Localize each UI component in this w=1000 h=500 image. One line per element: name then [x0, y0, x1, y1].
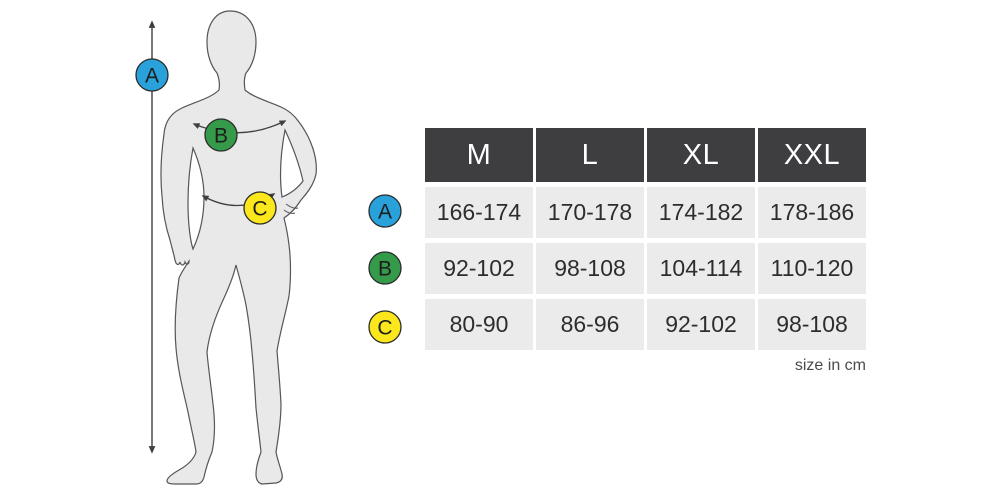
table-row-marker-a-circle — [368, 194, 402, 228]
marker-b-label: B — [214, 125, 228, 148]
table-footnote: size in cm — [794, 357, 866, 374]
size-column-header-xl: XL — [647, 128, 755, 182]
size-column-header-l: L — [536, 128, 644, 182]
marker-c-circle — [243, 191, 277, 225]
size-table: M L XL XXL 166-174 170-178 174-182 178-1… — [425, 128, 866, 350]
chest-range-xl: 104-114 — [647, 243, 755, 294]
marker-a-circle — [135, 58, 169, 92]
waist-range-l: 86-96 — [536, 299, 644, 350]
chest-range-m: 92-102 — [425, 243, 533, 294]
table-row-marker-c-label: C — [377, 317, 392, 340]
hand-detail-lines — [283, 203, 299, 214]
waist-range-xxl: 98-108 — [758, 299, 866, 350]
chest-measure-arc — [192, 120, 287, 134]
table-row-marker-b-circle — [368, 251, 402, 285]
waist-range-m: 80-90 — [425, 299, 533, 350]
chest-range-l: 98-108 — [536, 243, 644, 294]
table-row-marker-a-label: A — [378, 201, 392, 224]
chest-range-xxl: 110-120 — [758, 243, 866, 294]
marker-b-circle — [204, 118, 238, 152]
waist-range-xl: 92-102 — [647, 299, 755, 350]
height-range-xl: 174-182 — [647, 187, 755, 238]
height-range-xxl: 178-186 — [758, 187, 866, 238]
table-row-marker-c-circle — [368, 310, 402, 344]
size-column-header-xxl: XXL — [758, 128, 866, 182]
height-range-m: 166-174 — [425, 187, 533, 238]
body-measurement-diagram: A B C A B C — [135, 10, 402, 485]
body-silhouette — [160, 10, 317, 485]
marker-a-label: A — [145, 65, 159, 88]
height-range-l: 170-178 — [536, 187, 644, 238]
size-column-header-m: M — [425, 128, 533, 182]
table-row-marker-b-label: B — [378, 258, 392, 281]
marker-c-label: C — [252, 198, 267, 221]
